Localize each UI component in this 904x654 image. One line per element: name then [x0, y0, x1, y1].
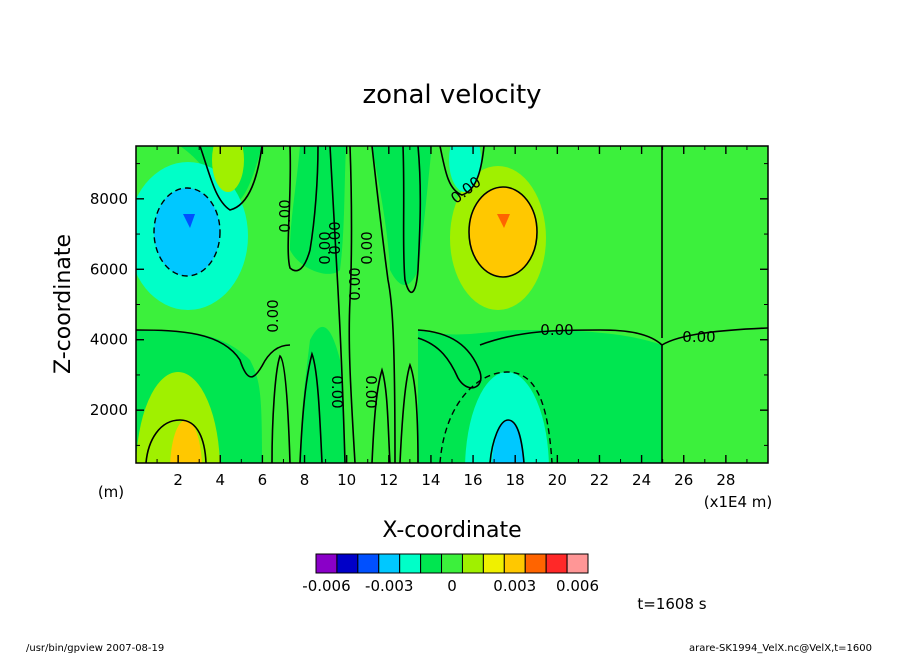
x-tick-label: 16 — [464, 471, 483, 489]
x-tick-label: 10 — [337, 471, 356, 489]
colorbar-swatch — [441, 553, 463, 574]
colorbar-tick-label: -0.006 — [302, 577, 350, 595]
contour-line — [489, 419, 525, 463]
contour-line — [399, 362, 419, 463]
negative-cell-mid — [154, 188, 220, 276]
band-region — [372, 146, 432, 285]
colorbar-swatch — [315, 553, 338, 574]
contour-label: 0.00 — [682, 328, 715, 346]
colorbar-tick-label: 0.003 — [493, 577, 536, 595]
x-tick-label: 2 — [173, 471, 183, 489]
contour-line — [371, 367, 391, 463]
positive-cell-core — [497, 214, 510, 228]
time-annotation: t=1608 s — [637, 595, 706, 613]
contour-label: 0.00 — [326, 221, 344, 254]
contour-label: 0.00 — [540, 321, 573, 339]
contour-line — [136, 329, 291, 378]
y-tick-label: 6000 — [90, 260, 128, 278]
contour-line — [661, 327, 768, 346]
colorbar-labels: -0.006 -0.003 0 0.003 0.006 — [302, 577, 599, 595]
contour-label: 0.00 — [276, 199, 294, 232]
contour-line — [299, 351, 323, 463]
colorbar — [315, 553, 589, 574]
bottom-negative-core — [492, 420, 524, 463]
colorbar-tick-label: -0.003 — [365, 577, 413, 595]
contour-line — [468, 186, 538, 278]
contour-line — [402, 146, 422, 294]
chart-title: zonal velocity — [362, 80, 541, 110]
bottom-positive-outer — [136, 372, 220, 463]
contour-line — [145, 419, 207, 463]
x-tick-label: 26 — [674, 471, 693, 489]
contour-line — [417, 329, 482, 389]
colorbar-swatch — [524, 553, 547, 574]
x-axis-label: X-coordinate — [382, 518, 521, 543]
x-tick-label: 18 — [506, 471, 525, 489]
bottom-positive-core — [170, 420, 202, 463]
colorbar-tick-label: 0.006 — [556, 577, 599, 595]
contour-label: 0.00 — [358, 231, 376, 264]
contour-label: 0.00 — [328, 375, 346, 408]
colorbar-swatch — [482, 553, 505, 574]
positive-cell-mid — [469, 187, 537, 277]
y-tick-label: 2000 — [90, 401, 128, 419]
contour-line — [479, 329, 663, 463]
colorbar-swatch — [566, 553, 589, 574]
x-tick-label: 20 — [548, 471, 567, 489]
contour-lines — [136, 146, 768, 463]
y-tick-label: 4000 — [90, 331, 128, 349]
negative-cell-core — [183, 214, 195, 228]
y-axis-label: Z-coordinate — [51, 234, 76, 374]
x-tick-label: 6 — [258, 471, 268, 489]
x-tick-label: 22 — [590, 471, 609, 489]
x-tick-label: 24 — [632, 471, 651, 489]
x-tick-label: 12 — [379, 471, 398, 489]
colorbar-swatch — [461, 553, 484, 574]
x-tick-label: 4 — [215, 471, 225, 489]
colorbar-tick-label: 0 — [447, 577, 457, 595]
band-region — [136, 146, 346, 274]
contour-line — [287, 146, 319, 272]
contour-label: 0.00 — [346, 267, 364, 300]
colorbar-swatch — [378, 553, 401, 574]
colorbar-swatch — [503, 553, 526, 574]
bottom-negative-outer — [465, 372, 549, 463]
band-region — [300, 326, 346, 463]
x-unit-label: (x1E4 m) — [704, 493, 773, 511]
contour-line — [371, 146, 396, 463]
contour-label: 0.00 — [264, 299, 282, 332]
dashed-contours — [153, 187, 553, 463]
contour-line — [348, 146, 356, 463]
contour-line — [271, 354, 291, 463]
colorbar-swatch — [336, 553, 359, 574]
contour-line — [199, 146, 263, 211]
contour-line — [439, 146, 485, 196]
y-tick-label: 8000 — [90, 190, 128, 208]
contour-line — [329, 146, 346, 463]
footer-left: /usr/bin/gpview 2007-08-19 — [26, 643, 164, 654]
x-tick-label: 14 — [421, 471, 440, 489]
plot-area — [136, 146, 768, 463]
small-positive-lobe — [212, 146, 244, 192]
colorbar-swatch — [545, 553, 568, 574]
x-tick-label: 28 — [716, 471, 735, 489]
x-tick-label: 8 — [300, 471, 310, 489]
contour-label: 0.00 — [316, 231, 334, 264]
colorbar-swatch — [420, 553, 443, 574]
colorbar-swatch — [399, 553, 422, 574]
small-negative-lobe — [449, 146, 481, 192]
footer-right: arare-SK1994_VelX.nc@VelX,t=1600 — [689, 643, 872, 654]
dashed-contour — [439, 371, 553, 463]
colorbar-swatch — [357, 553, 380, 574]
y-unit-label: (m) — [98, 483, 124, 501]
contour-label: 0.00 — [362, 375, 380, 408]
dashed-contour — [153, 187, 221, 277]
